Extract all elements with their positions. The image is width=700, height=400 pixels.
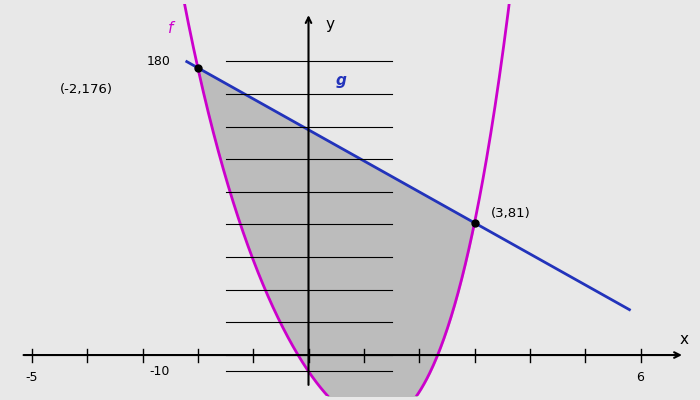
Text: -5: -5 xyxy=(26,371,38,384)
Text: y: y xyxy=(325,17,334,32)
Text: (-2,176): (-2,176) xyxy=(60,82,113,96)
Text: (3,81): (3,81) xyxy=(491,206,531,220)
Text: 6: 6 xyxy=(636,371,645,384)
Text: g: g xyxy=(336,73,347,88)
Text: f: f xyxy=(167,21,173,36)
Text: -10: -10 xyxy=(150,365,170,378)
Text: x: x xyxy=(679,332,688,347)
Text: 180: 180 xyxy=(146,55,170,68)
